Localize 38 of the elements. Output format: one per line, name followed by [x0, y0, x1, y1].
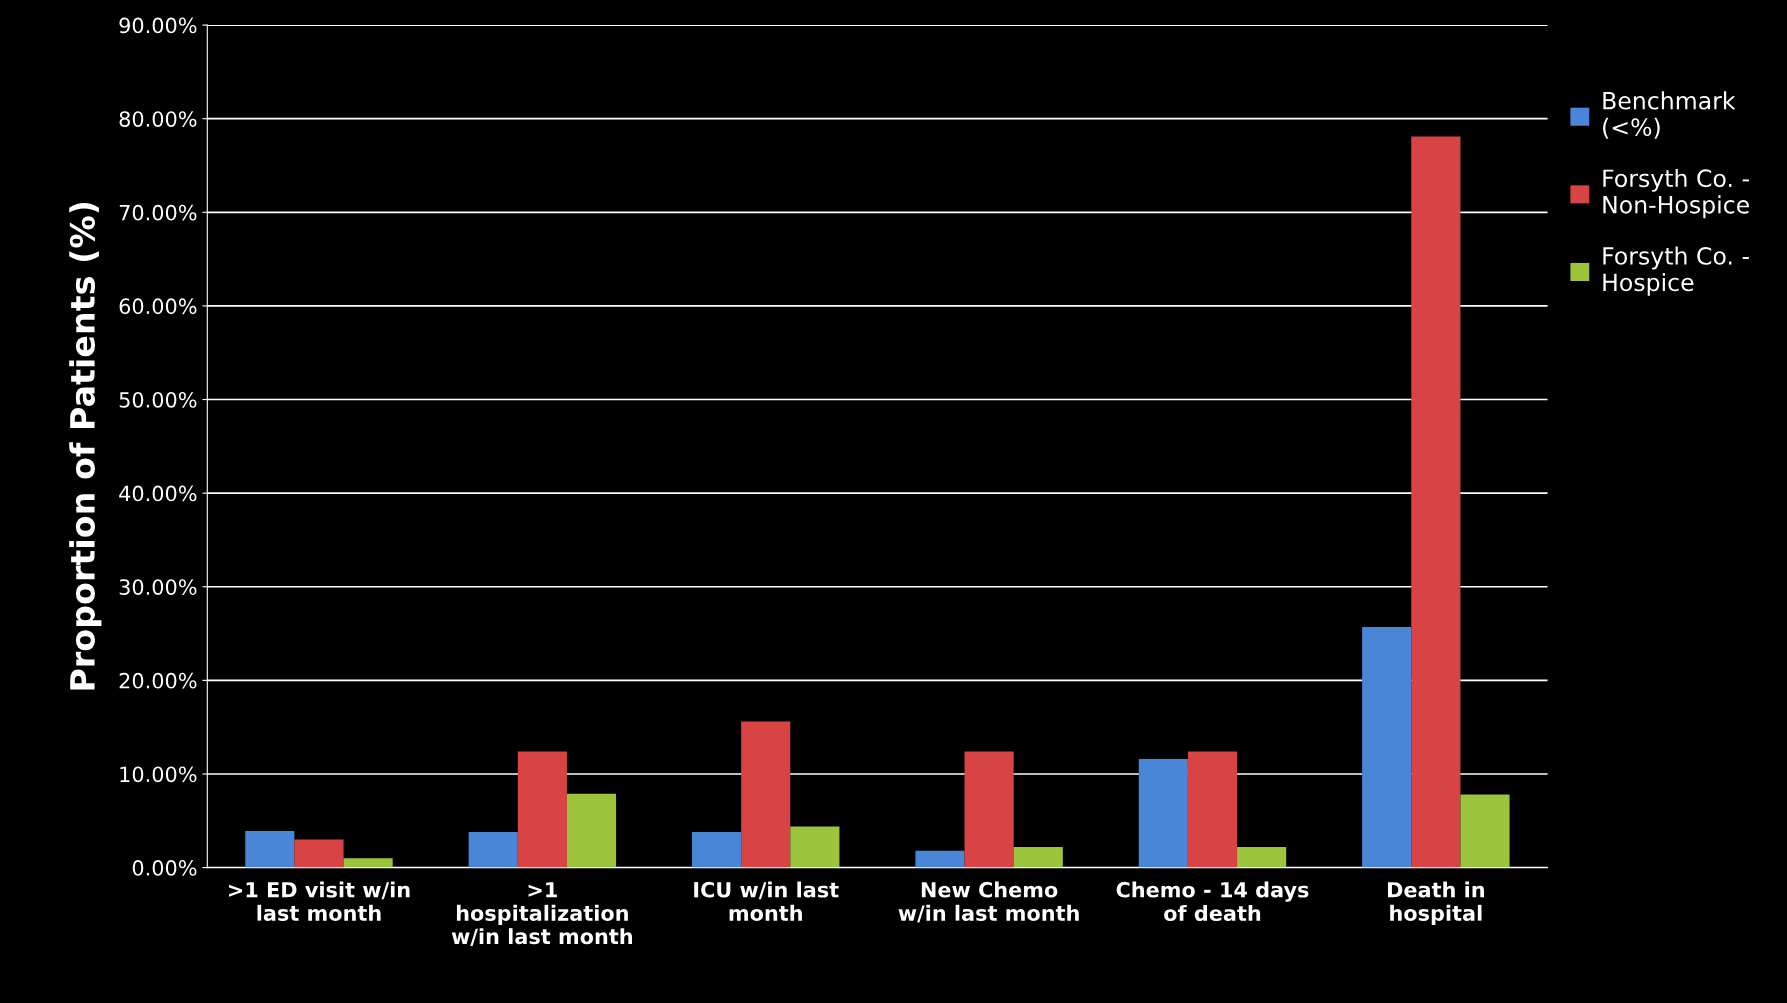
x-tick-label: Death in hospital — [1388, 881, 1484, 925]
y-tick-label: 40.00% — [119, 485, 197, 502]
bar — [566, 793, 617, 868]
bar — [1411, 136, 1461, 868]
bar — [1237, 847, 1287, 868]
y-tick-label: 30.00% — [119, 579, 197, 595]
bar — [1013, 847, 1063, 868]
bar — [692, 832, 742, 868]
y-tick-label: 10.00% — [120, 766, 197, 783]
x-tick-label: New Chemo w/in last month — [898, 881, 1079, 923]
y-tick-label: 60.00% — [119, 298, 197, 315]
y-tick-label: 50.00% — [119, 391, 197, 408]
y-tick-label: 0.00% — [132, 860, 197, 876]
bar — [790, 826, 840, 868]
y-axis-title: Proportion of Patients (%) — [69, 202, 102, 690]
legend-label: Forsyth Co. - Hospice — [1603, 246, 1749, 296]
x-tick-label: ICU w/in last month — [694, 881, 839, 921]
bar — [294, 839, 344, 868]
legend-label: Benchmark (<%) — [1603, 91, 1736, 139]
y-tick-label: 20.00% — [119, 672, 197, 689]
bar — [1187, 751, 1238, 868]
bar — [915, 850, 965, 868]
y-tick-label: 70.00% — [119, 204, 197, 221]
bar — [468, 832, 518, 868]
bar — [1362, 627, 1412, 868]
bar — [1460, 794, 1510, 868]
bar — [741, 721, 791, 868]
bar — [245, 831, 295, 868]
y-tick-label: 90.00% — [119, 17, 197, 34]
bar — [343, 858, 393, 868]
bar — [517, 751, 567, 868]
x-tick-label: >1 ED visit w/in last month — [229, 881, 410, 921]
legend-label: Forsyth Co. - Non-Hospice — [1603, 168, 1749, 219]
bar — [964, 751, 1014, 868]
y-tick-label: 80.00% — [119, 111, 197, 127]
bar — [1138, 759, 1188, 868]
x-tick-label: Chemo - 14 days of death — [1116, 881, 1309, 922]
x-tick-label: >1 hospitalization w/in last month — [451, 882, 632, 946]
